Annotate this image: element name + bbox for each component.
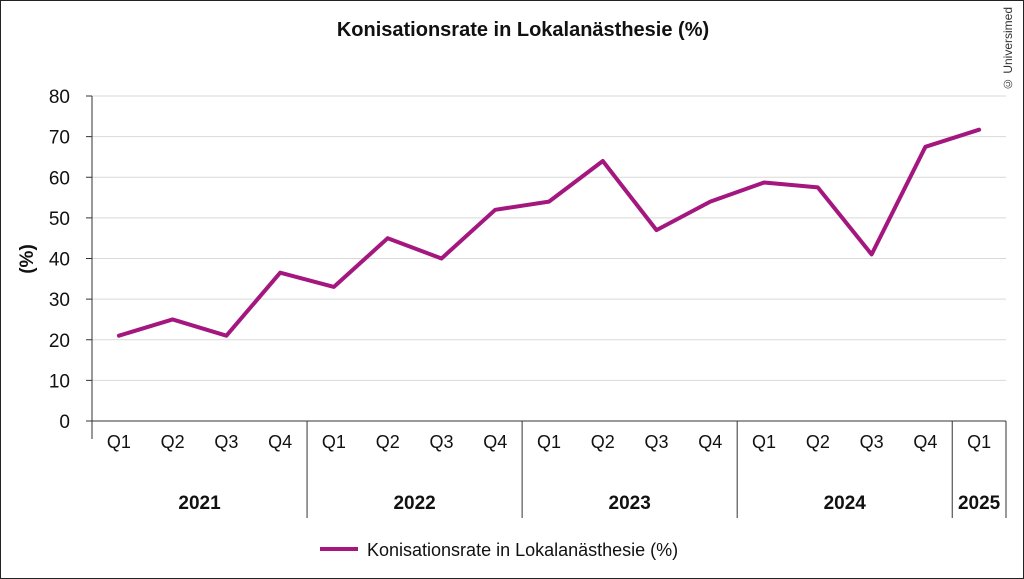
x-tick-label: Q2 [161,432,185,452]
x-tick-label: Q3 [645,432,669,452]
y-tick-label: 10 [49,371,70,392]
y-tick-label: 20 [49,331,70,352]
legend-label: Konisationsrate in Lokalanästhesie (%) [367,540,678,560]
series-line [116,127,982,338]
data-series [116,127,982,338]
y-tick-label: 40 [49,250,70,271]
axes [86,95,1007,518]
x-tick-label: Q3 [429,432,453,452]
y-tick-label: 80 [49,87,70,108]
year-group-label: 2022 [393,493,435,514]
y-tick-label: 0 [59,412,70,433]
year-group-label: 2024 [824,493,867,514]
y-tick-label: 70 [49,128,70,149]
x-tick-label: Q4 [268,432,292,452]
x-tick-label: Q4 [913,432,937,452]
x-tick-label: Q3 [860,432,884,452]
y-tick-label: 60 [49,168,70,189]
x-tick-label: Q1 [752,432,776,452]
x-tick-label: Q2 [376,432,400,452]
x-tick-label: Q3 [214,432,238,452]
x-tick-labels: Q1 Q2 Q3 Q4 Q1 Q2 Q3 Q4 Q1 Q2 Q3 Q4 Q1 Q2 Q3 Q4 Q1 [107,432,991,452]
y-tick-label: 50 [49,209,70,230]
year-group-label: 2023 [609,493,651,514]
legend: Konisationsrate in Lokalanästhesie (%) [320,540,678,560]
x-tick-label: Q2 [591,432,615,452]
x-tick-label: Q1 [322,432,346,452]
year-group-label: 2021 [178,493,221,514]
x-tick-label: Q1 [967,432,991,452]
x-tick-label: Q4 [483,432,507,452]
x-tick-label: Q2 [806,432,830,452]
year-group-labels: 2021 2022 2023 2024 2025 [178,493,1000,514]
chart-title: Konisationsrate in Lokalanästhesie (%) [336,19,710,41]
grid-lines [92,95,1006,381]
year-group-label: 2025 [958,493,1001,514]
x-tick-label: Q1 [537,432,561,452]
y-tick-labels: 0 10 20 30 40 50 60 70 80 [49,87,70,433]
y-tick-label: 30 [49,290,70,311]
x-tick-label: Q1 [107,432,131,452]
y-axis-label: (%) [17,244,38,274]
x-tick-label: Q4 [698,432,722,452]
